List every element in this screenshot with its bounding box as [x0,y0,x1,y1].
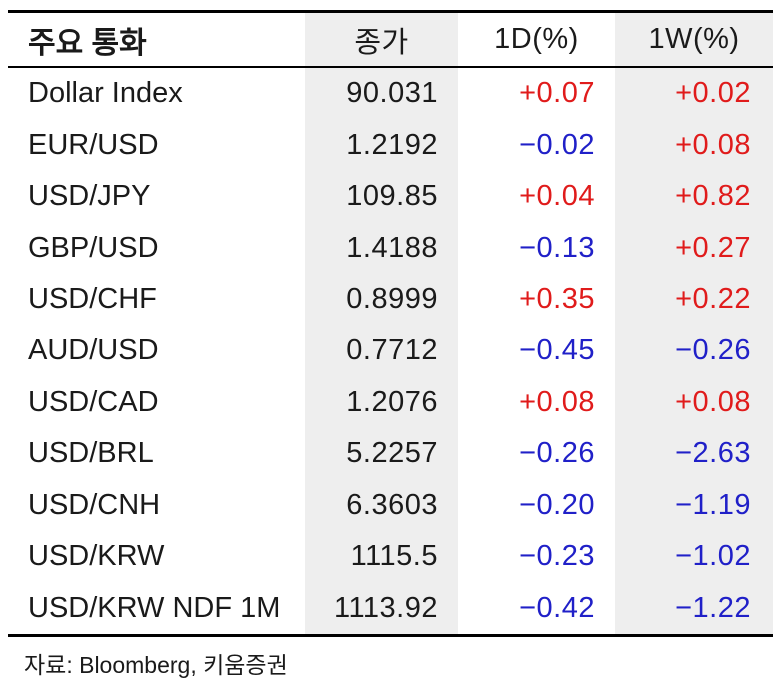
change-1d-value: −0.23 [519,540,595,573]
close-value: 1.4188 [305,222,458,274]
close-value: 5.2257 [305,428,458,480]
change-1w-value: −1.02 [615,531,773,583]
table-row: EUR/USD 1.2192 −0.02 +0.08 [8,119,773,171]
close-value: 1.2192 [305,119,458,171]
table-row: GBP/USD 1.4188 −0.13 +0.27 [8,222,773,274]
change-1w-value: +0.02 [615,68,773,120]
change-1d-value: −0.45 [519,334,595,367]
change-1d-value: −0.13 [519,231,595,264]
row-label: EUR/USD [28,128,159,161]
table-row: USD/CHF 0.8999 +0.35 +0.22 [8,273,773,326]
table-row: USD/KRW NDF 1M 1113.92 −0.42 −1.22 [8,582,773,634]
table-row: USD/CAD 1.2076 +0.08 +0.08 [8,376,773,429]
table-row: Dollar Index 90.031 +0.07 +0.02 [8,68,773,120]
table-header-rule [8,66,773,68]
row-label: GBP/USD [28,231,159,264]
close-value: 6.3603 [305,479,458,532]
currency-table: 주요 통화 종가 1D(%) 1W(%) Dollar Index 90.031 +… [8,10,773,637]
table-header-row: 주요 통화 종가 1D(%) 1W(%) [8,13,773,66]
change-1w-value: +0.82 [615,170,773,223]
table-row: USD/BRL 5.2257 −0.26 −2.63 [8,428,773,480]
column-header-currency: 주요 통화 [28,26,147,60]
change-1w-value: +0.08 [615,376,773,429]
close-value: 1115.5 [305,531,458,583]
column-header-close: 종가 [305,13,458,66]
change-1w-value: −1.22 [615,582,773,634]
close-value: 109.85 [305,170,458,223]
table-top-rule [8,10,773,13]
change-1w-value: −0.26 [615,325,773,377]
change-1d-value: −0.42 [519,591,595,624]
change-1d-value: −0.20 [519,488,595,521]
table-body: Dollar Index 90.031 +0.07 +0.02 EUR/USD 1.219… [8,68,773,634]
change-1w-value: −1.19 [615,479,773,532]
source-note: 자료: Bloomberg, 키움증권 [24,652,288,678]
column-header-1d: 1D(%) [494,23,579,55]
change-1d-value: −0.02 [519,128,595,161]
change-1w-value: +0.27 [615,222,773,274]
change-1w-value: +0.08 [615,119,773,171]
row-label: USD/CNH [28,488,161,521]
row-label: USD/CHF [28,283,157,316]
table-row: AUD/USD 0.7712 −0.45 −0.26 [8,325,773,377]
close-value: 1113.92 [305,582,458,634]
change-1d-value: +0.35 [519,283,595,316]
row-label: USD/KRW NDF 1M [28,591,281,624]
table-row: USD/JPY 109.85 +0.04 +0.82 [8,170,773,223]
row-label: Dollar Index [28,77,183,110]
table-row: USD/KRW 1115.5 −0.23 −1.02 [8,531,773,583]
change-1d-value: +0.04 [519,180,595,213]
table-row: USD/CNH 6.3603 −0.20 −1.19 [8,479,773,532]
close-value: 0.8999 [305,273,458,326]
column-header-1w: 1W(%) [615,13,773,66]
change-1d-value: +0.07 [519,77,595,110]
change-1w-value: +0.22 [615,273,773,326]
table-bottom-rule [8,634,773,637]
change-1w-value: −2.63 [615,428,773,480]
row-label: USD/CAD [28,385,159,418]
close-value: 90.031 [305,68,458,120]
row-label: USD/JPY [28,180,151,213]
row-label: USD/BRL [28,437,154,470]
row-label: AUD/USD [28,334,159,367]
change-1d-value: −0.26 [519,437,595,470]
close-value: 1.2076 [305,376,458,429]
row-label: USD/KRW [28,540,165,573]
change-1d-value: +0.08 [519,385,595,418]
close-value: 0.7712 [305,325,458,377]
